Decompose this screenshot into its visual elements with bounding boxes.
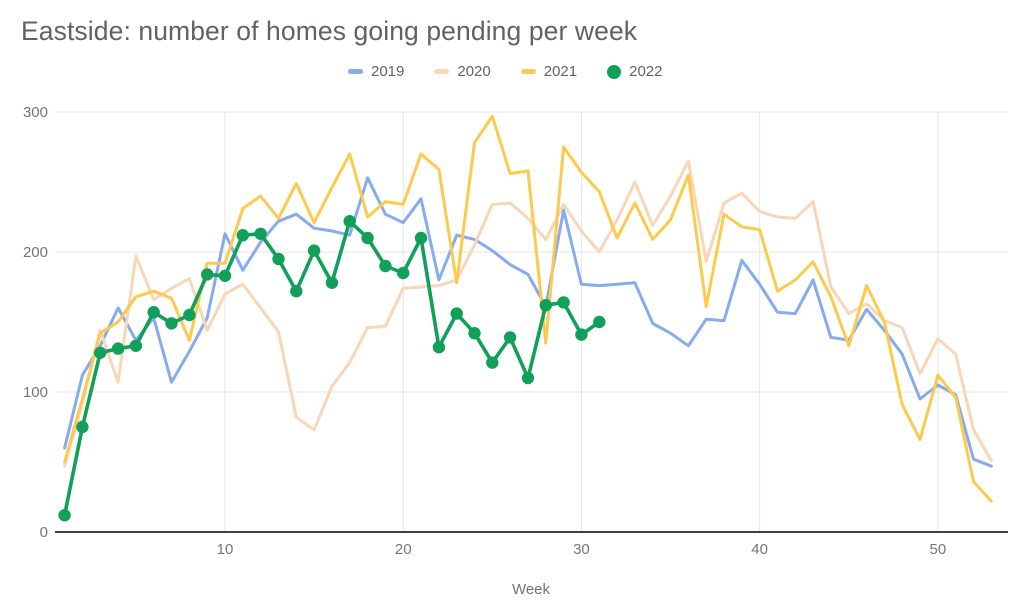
- series-point-2022[interactable]: [236, 229, 249, 242]
- series-point-2022[interactable]: [94, 346, 107, 359]
- series-point-2022[interactable]: [557, 296, 570, 309]
- y-tick-label: 200: [23, 244, 48, 261]
- series-point-2022[interactable]: [147, 306, 160, 319]
- series-point-2022[interactable]: [165, 317, 178, 330]
- y-tick-label: 100: [23, 384, 48, 401]
- series-point-2022[interactable]: [254, 227, 267, 240]
- x-axis-title: Week: [511, 581, 551, 598]
- legend-label: 2022: [629, 63, 663, 80]
- series-point-2022[interactable]: [129, 339, 143, 352]
- series-point-2022[interactable]: [450, 307, 463, 320]
- series-point-2022[interactable]: [290, 285, 303, 298]
- series-point-2022[interactable]: [432, 341, 446, 354]
- x-tick-label: 40: [751, 541, 768, 558]
- x-tick-label: 20: [395, 541, 412, 558]
- legend-swatch-2020: [434, 69, 450, 74]
- series-point-2022[interactable]: [343, 215, 356, 228]
- series-point-2022[interactable]: [325, 276, 339, 289]
- series-line-2020[interactable]: [63, 159, 993, 468]
- legend-label: 2020: [457, 63, 491, 80]
- series-point-2022[interactable]: [183, 308, 196, 322]
- legend-label: 2019: [371, 63, 405, 80]
- x-tick-label: 30: [573, 541, 590, 558]
- series-line-2021[interactable]: [63, 114, 993, 503]
- x-tick-label: 10: [217, 541, 234, 558]
- series-point-2022[interactable]: [307, 244, 321, 257]
- series-point-2022[interactable]: [111, 342, 125, 355]
- legend-swatch-2022: [607, 64, 622, 79]
- series-line-2022[interactable]: [62, 219, 602, 518]
- y-tick-label: 300: [23, 104, 48, 121]
- series-point-2022[interactable]: [593, 315, 606, 329]
- legend-item-2021[interactable]: 2021: [520, 63, 578, 80]
- legend: 2019 2020 2021 2022: [348, 63, 663, 80]
- y-tick-label: 0: [40, 524, 48, 541]
- legend-item-2022[interactable]: 2022: [607, 63, 663, 80]
- chart-title: Eastside: number of homes going pending …: [21, 16, 638, 46]
- series-point-2022[interactable]: [379, 259, 392, 273]
- legend-item-2020[interactable]: 2020: [434, 63, 491, 80]
- x-tick-label: 50: [930, 541, 947, 558]
- series-point-2022[interactable]: [468, 327, 481, 340]
- series-point-2022[interactable]: [414, 231, 428, 245]
- series-point-2022[interactable]: [58, 509, 71, 522]
- legend-item-2019[interactable]: 2019: [348, 63, 404, 80]
- series-point-2022[interactable]: [486, 356, 499, 369]
- series-point-2022[interactable]: [272, 252, 285, 266]
- legend-swatch-2021: [520, 69, 536, 74]
- series-point-2022[interactable]: [521, 371, 535, 385]
- series-point-2022[interactable]: [201, 268, 214, 281]
- series-point-2022[interactable]: [76, 420, 89, 434]
- series-point-2022[interactable]: [397, 266, 410, 280]
- series-point-2022[interactable]: [503, 331, 517, 344]
- series-point-2022[interactable]: [361, 231, 374, 245]
- series-point-2022[interactable]: [539, 299, 552, 312]
- series-point-2022[interactable]: [218, 269, 232, 282]
- legend-swatch-2019: [348, 69, 363, 74]
- legend-label: 2021: [543, 63, 578, 80]
- series-point-2022[interactable]: [575, 328, 588, 341]
